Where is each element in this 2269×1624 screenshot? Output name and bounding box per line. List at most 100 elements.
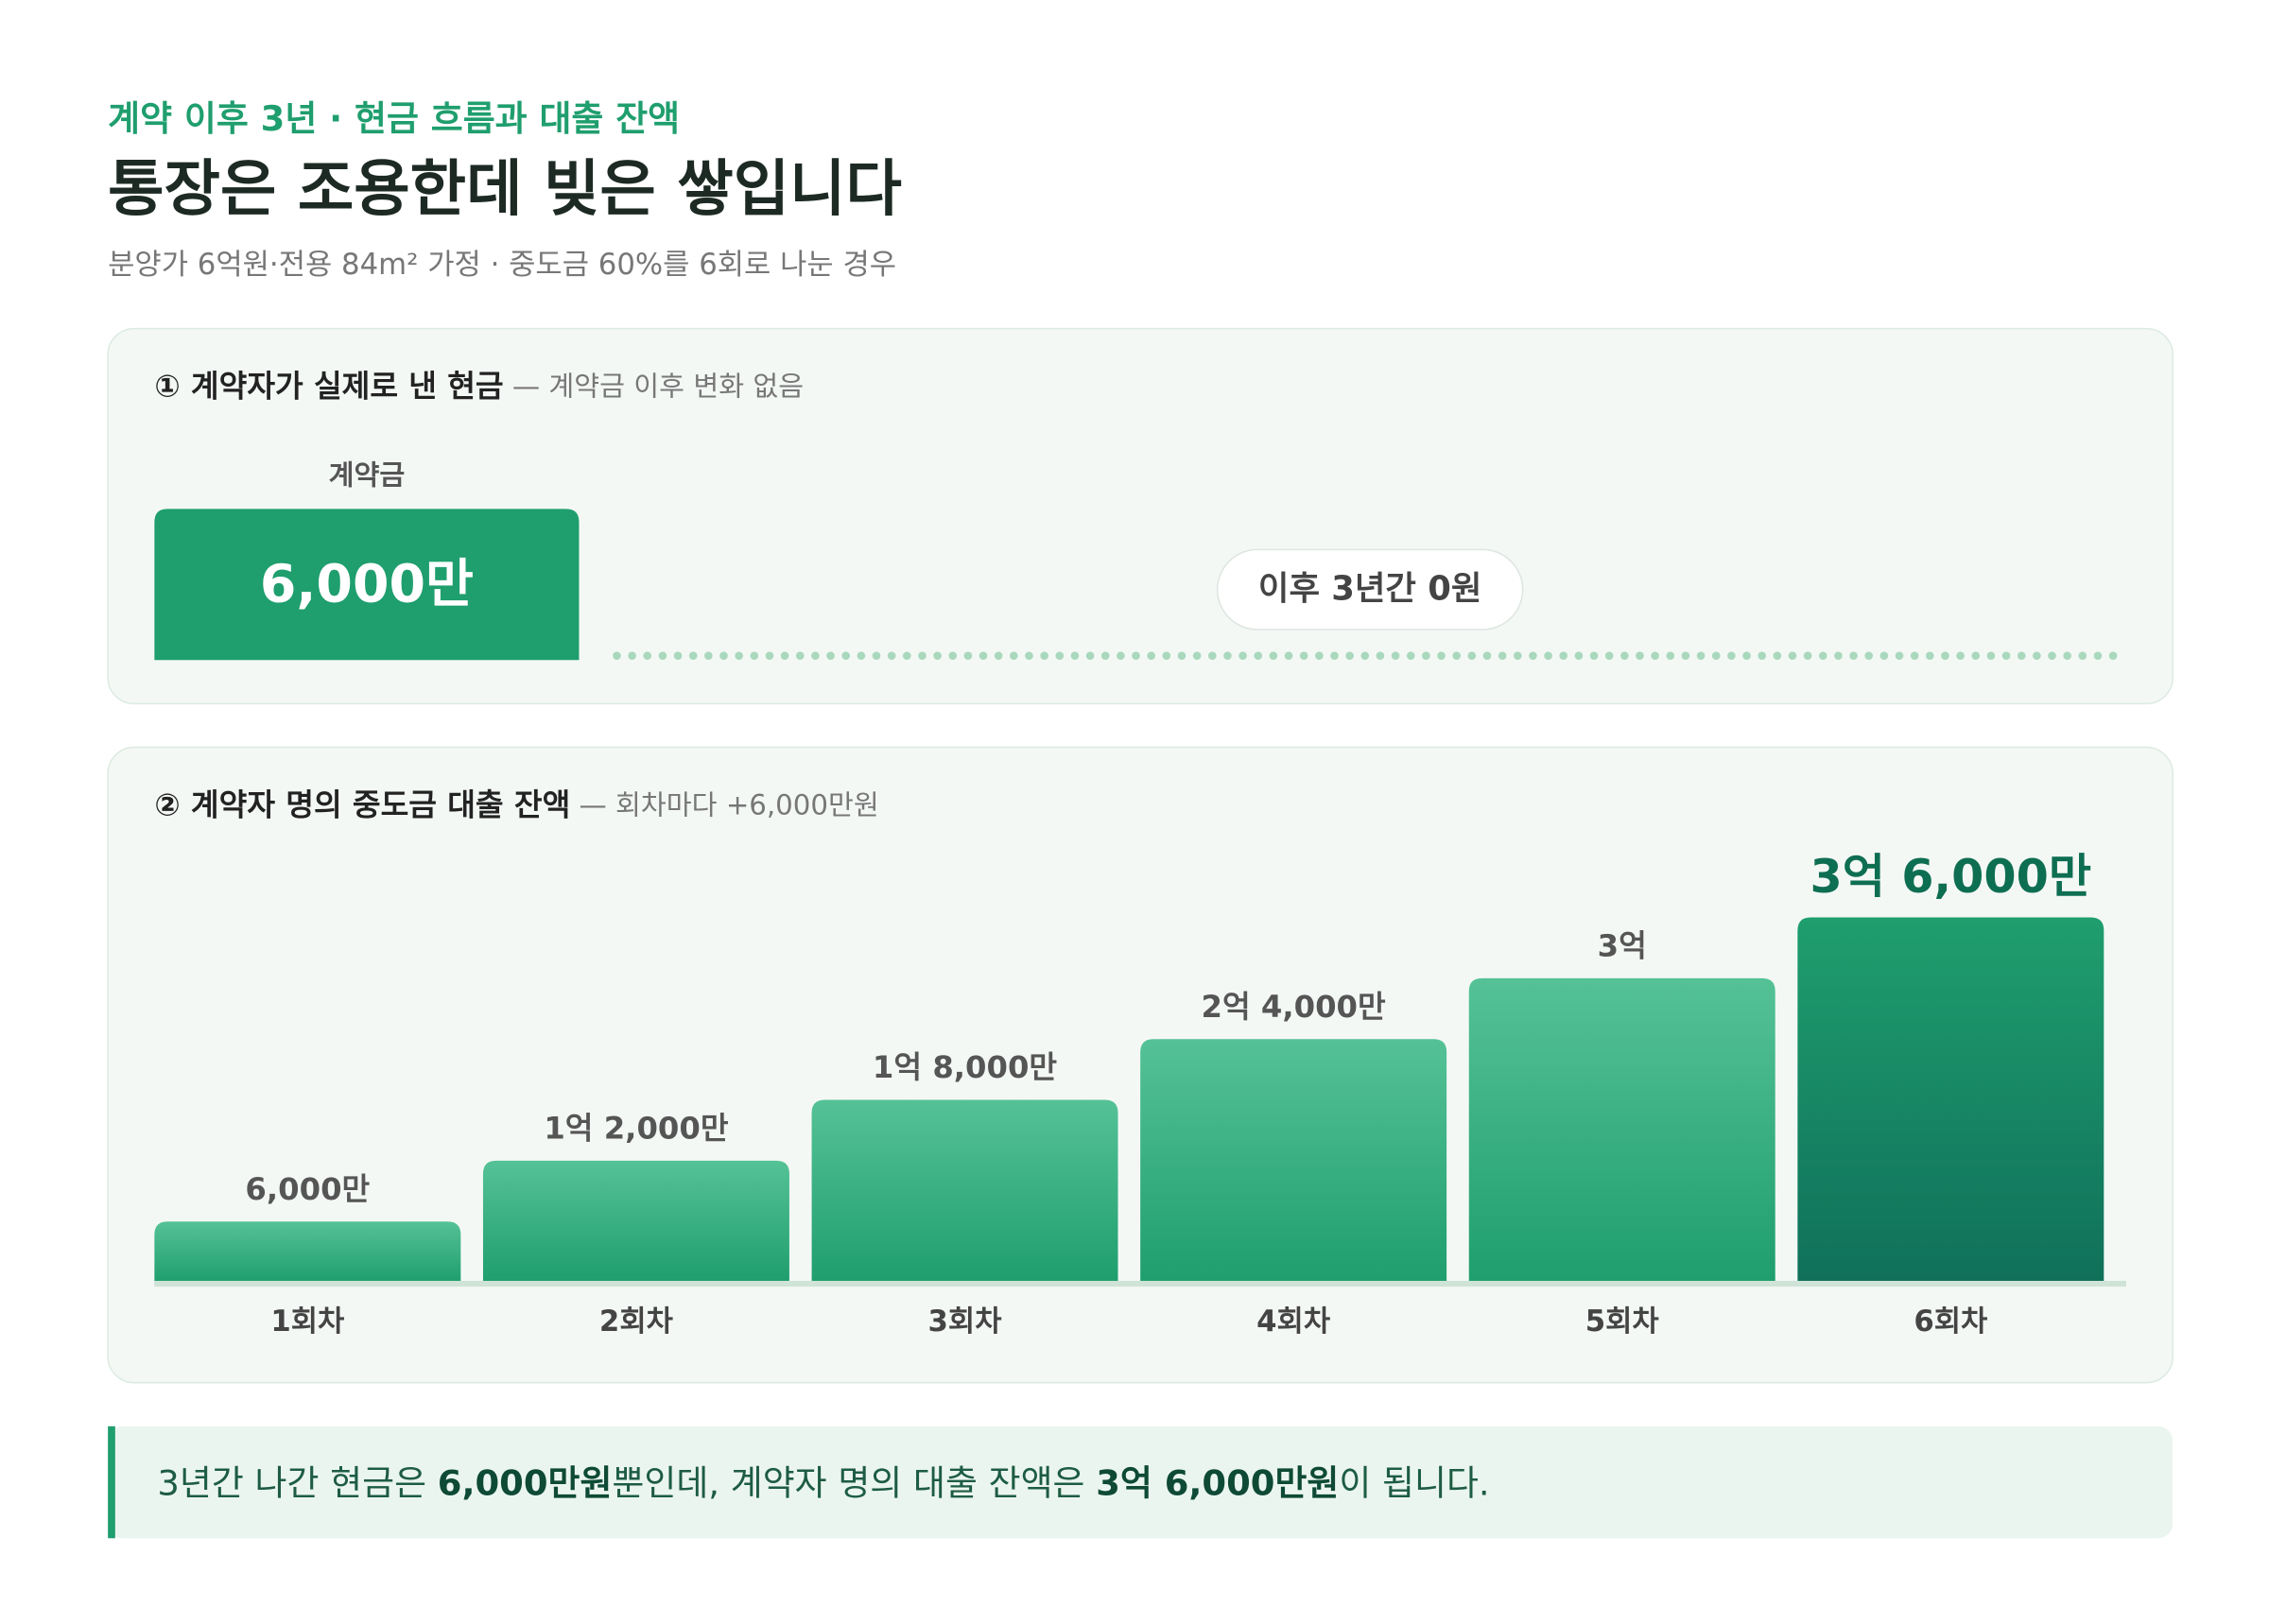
x-tick-label: 1회차 <box>270 1304 344 1339</box>
dot <box>643 651 652 660</box>
dot <box>673 651 683 660</box>
bar <box>1468 977 1775 1283</box>
dot <box>1070 651 1080 660</box>
pill-label: 이후 3년간 0원 <box>1258 569 1481 608</box>
x-tick-label: 2회차 <box>599 1304 673 1339</box>
bar-value-label: 1억 2,000만 <box>544 1111 729 1147</box>
dot <box>1299 651 1308 660</box>
dot <box>1834 651 1843 660</box>
dot <box>2033 651 2041 660</box>
dot <box>735 651 743 660</box>
dot <box>1025 651 1033 660</box>
bar-value-label: 2억 4,000만 <box>1202 989 1387 1025</box>
dot <box>826 651 835 660</box>
dot <box>704 651 713 660</box>
cash-bar <box>154 509 580 661</box>
dot <box>628 651 636 660</box>
dot <box>857 651 866 660</box>
dot <box>1895 651 1904 660</box>
dot <box>1864 651 1874 660</box>
dot <box>2001 651 2011 660</box>
dot <box>1100 651 1110 660</box>
bar-value-label: 6,000만 <box>245 1171 370 1207</box>
eyebrow: 계약 이후 3년 · 현금 흐름과 대출 잔액 <box>108 98 680 139</box>
dot <box>1269 651 1278 660</box>
dot <box>2017 651 2026 660</box>
dot <box>979 651 988 660</box>
dot <box>1192 651 1202 660</box>
bar <box>1140 1039 1447 1283</box>
dot <box>1574 651 1584 660</box>
dot <box>1711 651 1721 660</box>
dot <box>2048 651 2056 660</box>
dot <box>1971 651 1981 660</box>
bar-value-label: 1억 8,000만 <box>873 1049 1058 1085</box>
bar <box>482 1160 789 1283</box>
bar-value-label: 3억 6,000만 <box>1810 849 2092 904</box>
x-tick-label: 5회차 <box>1585 1304 1659 1339</box>
dot <box>1010 651 1018 660</box>
dot <box>2108 651 2118 660</box>
dot <box>1544 651 1552 660</box>
dot <box>1636 651 1644 660</box>
dot <box>872 651 881 660</box>
dot <box>1604 651 1614 660</box>
dot <box>795 651 805 660</box>
dot <box>1666 651 1675 660</box>
dot <box>1941 651 1949 660</box>
dot <box>1284 651 1293 660</box>
dot <box>1147 651 1155 660</box>
dot <box>1926 651 1934 660</box>
dot <box>1452 651 1461 660</box>
dot <box>1055 651 1065 660</box>
dot <box>1651 651 1659 660</box>
panel <box>107 327 2174 705</box>
dot <box>1818 651 1827 660</box>
dot <box>1986 651 1996 660</box>
callout <box>108 1425 2174 1539</box>
bar <box>1797 917 2104 1283</box>
panel-note: — 계약금 이후 변화 없음 <box>512 371 804 403</box>
dot <box>719 651 728 660</box>
page-title: 통장은 조용한데 빚은 쌓입니다 <box>108 154 902 225</box>
panel-note: — 회차마다 +6,000만원 <box>580 789 879 821</box>
bar-value-label: 3억 <box>1598 928 1647 964</box>
dot <box>1467 651 1477 660</box>
dot <box>1498 651 1507 660</box>
dot <box>1620 651 1629 660</box>
callout-part: 뿐인데, 계약자 명의 대출 잔액은 <box>612 1462 1096 1503</box>
dot <box>2093 651 2103 660</box>
dot <box>1529 651 1537 660</box>
dot <box>1315 651 1324 660</box>
dot <box>1177 651 1186 660</box>
dot <box>1422 651 1430 660</box>
dot <box>2063 651 2071 660</box>
panel-heading: ① 계약자가 실제로 낸 현금 <box>154 369 503 405</box>
dot <box>1117 651 1125 660</box>
dot <box>948 651 958 660</box>
dot <box>1406 651 1415 660</box>
dot <box>841 651 851 660</box>
dot <box>688 651 698 660</box>
dot <box>1803 651 1812 660</box>
dot <box>750 651 759 660</box>
callout-accent <box>108 1425 115 1539</box>
dot <box>1162 651 1171 660</box>
dot <box>780 651 789 660</box>
dot <box>1513 651 1522 660</box>
dot <box>1879 651 1889 660</box>
x-tick-label: 4회차 <box>1256 1304 1330 1339</box>
dot <box>1758 651 1766 660</box>
bar <box>154 1221 461 1283</box>
dot <box>1589 651 1599 660</box>
dot <box>658 651 667 660</box>
dot <box>887 651 896 660</box>
dot <box>963 651 973 660</box>
dot <box>918 651 927 660</box>
dot <box>2078 651 2087 660</box>
dot <box>765 651 774 660</box>
dot <box>1345 651 1354 660</box>
dot <box>1238 651 1247 660</box>
callout-emphasis: 3억 6,000만원 <box>1096 1462 1339 1503</box>
